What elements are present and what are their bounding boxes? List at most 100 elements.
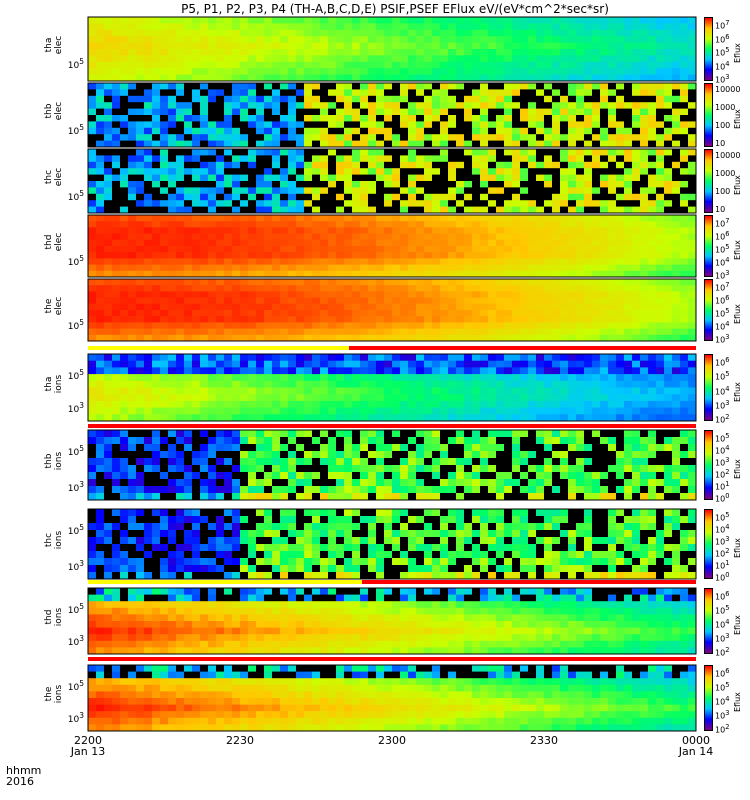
heatmap-cell — [400, 285, 409, 292]
heatmap-cell — [680, 161, 689, 169]
heatmap-cell — [536, 387, 545, 395]
heatmap-cell — [224, 465, 233, 473]
heatmap-cell — [632, 285, 641, 292]
heatmap-cell — [504, 328, 513, 336]
heatmap-cell — [544, 367, 553, 375]
heatmap-cell — [624, 168, 633, 176]
heatmap-cell — [296, 334, 305, 342]
heatmap-cell — [168, 140, 177, 148]
heatmap-cell — [528, 140, 537, 148]
heatmap-cell — [352, 134, 361, 142]
heatmap-cell — [208, 134, 217, 142]
heatmap-cell — [504, 181, 513, 188]
heatmap-cell — [312, 74, 321, 82]
heatmap-cell — [264, 181, 273, 188]
heatmap-cell — [464, 367, 473, 375]
heatmap-cell — [104, 291, 113, 299]
heatmap-cell — [640, 334, 649, 342]
heatmap-cell — [344, 394, 353, 402]
heatmap-cell — [200, 486, 209, 494]
heatmap-cell — [104, 233, 113, 241]
heatmap-cell — [680, 414, 689, 422]
heatmap-cell — [296, 29, 305, 37]
heatmap-cell — [408, 127, 417, 135]
heatmap-cell — [592, 74, 601, 82]
heatmap-cell — [448, 200, 457, 208]
heatmap-cell — [280, 149, 289, 156]
heatmap-cell — [440, 360, 449, 368]
heatmap-cell — [144, 140, 153, 148]
heatmap-cell — [152, 89, 161, 97]
heatmap-cell — [616, 83, 625, 90]
heatmap-cell — [640, 239, 649, 247]
heatmap-cell — [368, 270, 377, 278]
heatmap-cell — [496, 264, 505, 272]
heatmap-cell — [120, 285, 129, 292]
heatmap-cell — [192, 430, 201, 438]
heatmap-cell — [112, 102, 121, 110]
heatmap-cell — [352, 360, 361, 368]
heatmap-cell — [264, 42, 273, 50]
heatmap-cell — [296, 303, 305, 311]
heatmap-cell — [408, 102, 417, 110]
heatmap-cell — [640, 187, 649, 195]
heatmap-cell — [392, 221, 401, 228]
heatmap-cell — [528, 316, 537, 323]
heatmap-cell — [152, 270, 161, 278]
heatmap-cell — [400, 149, 409, 156]
heatmap-cell — [264, 227, 273, 235]
heatmap-cell — [392, 36, 401, 44]
heatmap-cell — [208, 83, 217, 90]
heatmap-cell — [616, 42, 625, 50]
heatmap-cell — [440, 233, 449, 241]
heatmap-cell — [192, 310, 201, 317]
heatmap-cell — [488, 316, 497, 323]
heatmap-cell — [96, 239, 105, 247]
heatmap-cell — [304, 68, 313, 76]
heatmap-cell — [224, 115, 233, 122]
heatmap-cell — [280, 285, 289, 292]
heatmap-cell — [656, 233, 665, 241]
heatmap-cell — [392, 387, 401, 395]
heatmap-cell — [96, 465, 105, 473]
heatmap-cell — [112, 233, 121, 241]
heatmap-cell — [624, 407, 633, 415]
heatmap-cell — [552, 360, 561, 368]
heatmap-cell — [352, 394, 361, 402]
heatmap-cell — [320, 61, 329, 69]
heatmap-cell — [104, 310, 113, 317]
heatmap-cell — [216, 465, 225, 473]
heatmap-cell — [168, 83, 177, 90]
heatmap-cell — [120, 23, 129, 31]
heatmap-cell — [280, 221, 289, 228]
heatmap-cell — [600, 227, 609, 235]
heatmap-cell — [416, 127, 425, 135]
heatmap-cell — [168, 23, 177, 31]
heatmap-cell — [440, 316, 449, 323]
heatmap-cell — [296, 394, 305, 402]
heatmap-cell — [416, 258, 425, 266]
heatmap-cell — [152, 493, 161, 501]
heatmap-cell — [200, 168, 209, 176]
heatmap-cell — [328, 493, 337, 501]
heatmap-cell — [160, 121, 169, 129]
heatmap-cell — [376, 437, 385, 445]
heatmap-cell — [280, 291, 289, 299]
heatmap-cell — [88, 227, 97, 235]
heatmap-cell — [128, 444, 137, 452]
heatmap-cell — [376, 115, 385, 122]
heatmap-cell — [392, 200, 401, 208]
heatmap-cell — [536, 23, 545, 31]
heatmap-cell — [256, 149, 265, 156]
heatmap-cell — [248, 486, 257, 494]
heatmap-cell — [152, 174, 161, 182]
heatmap-cell — [224, 374, 233, 382]
heatmap-cell — [536, 316, 545, 323]
heatmap-cell — [368, 258, 377, 266]
heatmap-cell — [464, 127, 473, 135]
heatmap-cell — [200, 270, 209, 278]
heatmap-cell — [496, 83, 505, 90]
heatmap-cell — [240, 193, 249, 201]
heatmap-cell — [96, 161, 105, 169]
heatmap-cell — [120, 95, 129, 103]
